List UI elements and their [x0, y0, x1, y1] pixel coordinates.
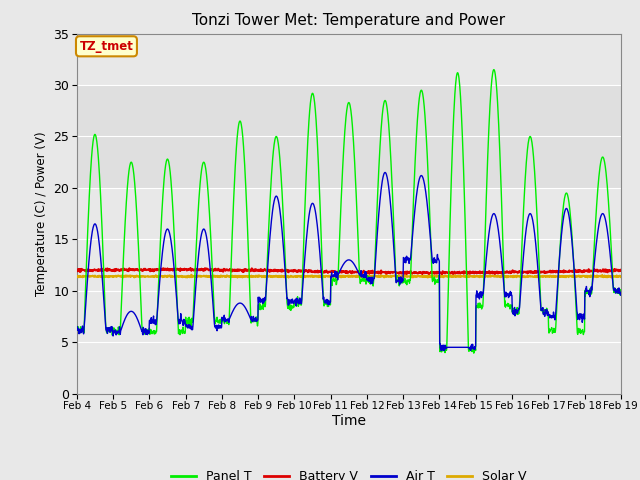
- Title: Tonzi Tower Met: Temperature and Power: Tonzi Tower Met: Temperature and Power: [192, 13, 506, 28]
- Y-axis label: Temperature (C) / Power (V): Temperature (C) / Power (V): [35, 132, 48, 296]
- Text: TZ_tmet: TZ_tmet: [79, 40, 133, 53]
- X-axis label: Time: Time: [332, 414, 366, 428]
- Legend: Panel T, Battery V, Air T, Solar V: Panel T, Battery V, Air T, Solar V: [166, 465, 531, 480]
- Bar: [77, 85, 621, 188]
